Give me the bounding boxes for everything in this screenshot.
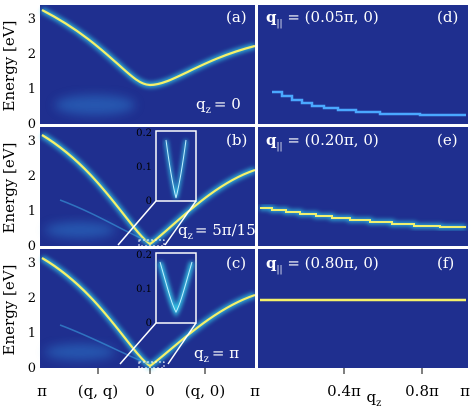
panel-a-label: (a) bbox=[226, 8, 247, 26]
row-divider-1 bbox=[40, 124, 468, 127]
svg-text:0: 0 bbox=[28, 239, 36, 254]
inset-b-ytick-2: 0.2 bbox=[136, 128, 152, 139]
panel-a-dispersion bbox=[41, 9, 256, 87]
inset-b-ytick-0: 0 bbox=[146, 196, 152, 207]
panel-b-qz: qz = 5π/15 bbox=[178, 221, 256, 242]
xtick-right-end-pi: π bbox=[460, 382, 470, 400]
inset-b-ytick-1: 0.1 bbox=[136, 162, 152, 173]
panel-e-qpar: q|| = (0.20π, 0) bbox=[266, 131, 379, 152]
ylabel-row-c: Energy [eV] bbox=[0, 265, 18, 356]
yticks-row-b: 0 1 2 3 bbox=[28, 134, 36, 254]
svg-text:1: 1 bbox=[28, 326, 36, 341]
svg-text:1: 1 bbox=[28, 82, 36, 97]
right-xlabel: qz bbox=[367, 388, 382, 409]
xtick-zero: 0 bbox=[145, 382, 155, 400]
svg-text:0: 0 bbox=[28, 361, 36, 376]
svg-text:2: 2 bbox=[28, 47, 36, 62]
panel-b-label: (b) bbox=[226, 131, 247, 149]
panel-c-plot bbox=[40, 255, 256, 370]
xtick-right-pi: π bbox=[250, 382, 260, 400]
panel-a-qz: qz = 0 bbox=[196, 95, 241, 116]
row-divider-2 bbox=[40, 246, 468, 249]
inset-c-ytick-2: 0.2 bbox=[136, 250, 152, 261]
panel-c-qz: qz = π bbox=[194, 344, 239, 365]
panel-d-plot bbox=[272, 90, 466, 117]
xtick-q0: (q, 0) bbox=[185, 382, 225, 400]
panel-a-plot bbox=[40, 7, 256, 115]
svg-text:3: 3 bbox=[28, 256, 36, 271]
panel-e-dispersion bbox=[260, 207, 466, 228]
yticks-row-c: 0 1 2 3 bbox=[28, 256, 36, 376]
svg-text:2: 2 bbox=[28, 169, 36, 184]
xtick-qq: (q, q) bbox=[78, 382, 118, 400]
panel-d-label: (d) bbox=[437, 8, 458, 26]
inset-b bbox=[117, 130, 197, 247]
xtick-04pi: 0.4π bbox=[327, 382, 361, 400]
panel-b-dispersion bbox=[41, 134, 256, 246]
svg-text:0: 0 bbox=[28, 117, 36, 132]
ylabel-row-a: Energy [eV] bbox=[0, 21, 18, 112]
svg-text:3: 3 bbox=[28, 134, 36, 149]
panel-d-dispersion bbox=[272, 90, 466, 117]
panel-f-bg bbox=[258, 249, 468, 368]
svg-text:3: 3 bbox=[28, 12, 36, 27]
inset-c-ytick-1: 0.1 bbox=[136, 284, 152, 295]
yticks-row-a: 0 1 2 3 bbox=[28, 12, 36, 132]
xtick-08pi: 0.8π bbox=[405, 382, 439, 400]
column-divider bbox=[255, 5, 258, 368]
inset-c bbox=[119, 252, 197, 369]
svg-text:1: 1 bbox=[28, 204, 36, 219]
svg-text:2: 2 bbox=[28, 291, 36, 306]
panel-d-qpar: q|| = (0.05π, 0) bbox=[266, 8, 379, 29]
xtick-left-pi: π bbox=[37, 382, 47, 400]
inset-c-ytick-0: 0 bbox=[146, 318, 152, 329]
panel-e-plot bbox=[260, 205, 466, 230]
panel-e-label: (e) bbox=[437, 131, 458, 149]
panel-c-dispersion bbox=[41, 257, 256, 368]
panel-f-qpar: q|| = (0.80π, 0) bbox=[266, 254, 379, 275]
panel-c-label: (c) bbox=[226, 254, 246, 272]
bottom-ticks bbox=[97, 368, 423, 374]
panel-d-bg bbox=[258, 5, 468, 124]
ylabel-row-b: Energy [eV] bbox=[0, 143, 18, 234]
panel-f-label: (f) bbox=[437, 254, 454, 272]
